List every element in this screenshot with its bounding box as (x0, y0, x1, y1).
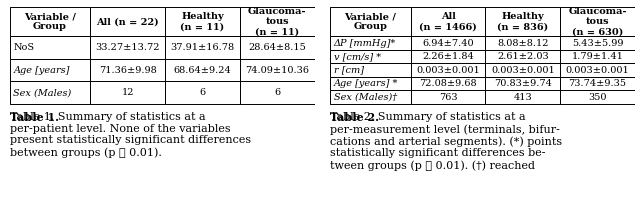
Text: Age [years]: Age [years] (13, 66, 70, 75)
Bar (90, 36, 165, 59)
Bar (560, 50, 635, 63)
Bar (411, 77, 485, 90)
Bar (165, 36, 240, 59)
Text: 6.94±7.40: 6.94±7.40 (422, 38, 474, 47)
Text: 413: 413 (513, 93, 532, 102)
Bar (10, 7, 90, 36)
Text: Glaucoma-
tous
(n = 630): Glaucoma- tous (n = 630) (568, 7, 627, 37)
Text: 73.74±9.35: 73.74±9.35 (568, 79, 627, 88)
Bar (240, 7, 315, 36)
Text: 8.08±8.12: 8.08±8.12 (497, 38, 548, 47)
Text: Table 1.: Table 1. (10, 112, 59, 123)
Bar (485, 90, 560, 104)
Bar (165, 7, 240, 36)
Text: Age [years] *: Age [years] * (333, 79, 398, 88)
Text: 70.83±9.74: 70.83±9.74 (494, 79, 552, 88)
Bar (485, 77, 560, 90)
Bar (560, 77, 635, 90)
Text: 72.08±9.68: 72.08±9.68 (419, 79, 477, 88)
Text: 71.36±9.98: 71.36±9.98 (99, 66, 157, 75)
Bar (485, 50, 560, 63)
Text: Table 2. Summary of statistics at a
per-measurement level (terminals, bifur-
cat: Table 2. Summary of statistics at a per-… (330, 112, 562, 171)
Bar (411, 36, 485, 50)
Bar (485, 7, 560, 36)
Text: 2.26±1.84: 2.26±1.84 (422, 52, 474, 61)
Text: 0.003±0.001: 0.003±0.001 (416, 66, 480, 75)
Text: 1.79±1.41: 1.79±1.41 (572, 52, 623, 61)
Bar (240, 36, 315, 59)
Bar (560, 90, 635, 104)
Bar (330, 7, 411, 36)
Text: 763: 763 (439, 93, 458, 102)
Bar (330, 90, 411, 104)
Text: Glaucoma-
tous
(n = 11): Glaucoma- tous (n = 11) (248, 7, 307, 37)
Text: 0.003±0.001: 0.003±0.001 (566, 66, 629, 75)
Bar (10, 59, 90, 81)
Bar (90, 81, 165, 104)
Bar (90, 59, 165, 81)
Text: Table 2.: Table 2. (330, 112, 379, 123)
Text: 28.64±8.15: 28.64±8.15 (248, 43, 306, 52)
Text: r [cm]: r [cm] (333, 66, 364, 75)
Bar (165, 59, 240, 81)
Text: Healthy
(n = 836): Healthy (n = 836) (497, 12, 548, 31)
Bar (240, 81, 315, 104)
Text: 74.09±10.36: 74.09±10.36 (245, 66, 309, 75)
Text: Variable /
Group: Variable / Group (344, 12, 396, 31)
Text: v [cm/s] *: v [cm/s] * (333, 52, 381, 61)
Text: Sex (Males)†: Sex (Males)† (333, 93, 397, 102)
Bar (240, 59, 315, 81)
Bar (560, 7, 635, 36)
Text: NoS: NoS (13, 43, 35, 52)
Text: Sex (Males): Sex (Males) (13, 88, 72, 97)
Text: 6: 6 (200, 88, 205, 97)
Bar (330, 63, 411, 77)
Text: 350: 350 (588, 93, 607, 102)
Bar (411, 50, 485, 63)
Text: Variable /
Group: Variable / Group (24, 12, 76, 31)
Bar (411, 63, 485, 77)
Text: 2.61±2.03: 2.61±2.03 (497, 52, 548, 61)
Bar (10, 81, 90, 104)
Text: ΔP [mmHg]*: ΔP [mmHg]* (333, 38, 396, 47)
Bar (560, 36, 635, 50)
Bar (330, 50, 411, 63)
Text: All (n = 22): All (n = 22) (97, 17, 159, 26)
Bar (330, 36, 411, 50)
Bar (560, 63, 635, 77)
Bar (330, 77, 411, 90)
Text: 5.43±5.99: 5.43±5.99 (572, 38, 623, 47)
Text: 12: 12 (122, 88, 134, 97)
Bar (411, 7, 485, 36)
Bar (485, 36, 560, 50)
Bar (10, 36, 90, 59)
Text: 68.64±9.24: 68.64±9.24 (173, 66, 232, 75)
Text: All
(n = 1466): All (n = 1466) (419, 12, 477, 31)
Text: Healthy
(n = 11): Healthy (n = 11) (180, 12, 225, 31)
Text: 33.27±13.72: 33.27±13.72 (95, 43, 160, 52)
Text: 37.91±16.78: 37.91±16.78 (170, 43, 235, 52)
Text: Table 1. Summary of statistics at a
per-patient level. None of the variables
pre: Table 1. Summary of statistics at a per-… (10, 112, 251, 158)
Bar (165, 81, 240, 104)
Bar (90, 7, 165, 36)
Text: 6: 6 (274, 88, 280, 97)
Bar (411, 90, 485, 104)
Bar (485, 63, 560, 77)
Text: 0.003±0.001: 0.003±0.001 (491, 66, 555, 75)
